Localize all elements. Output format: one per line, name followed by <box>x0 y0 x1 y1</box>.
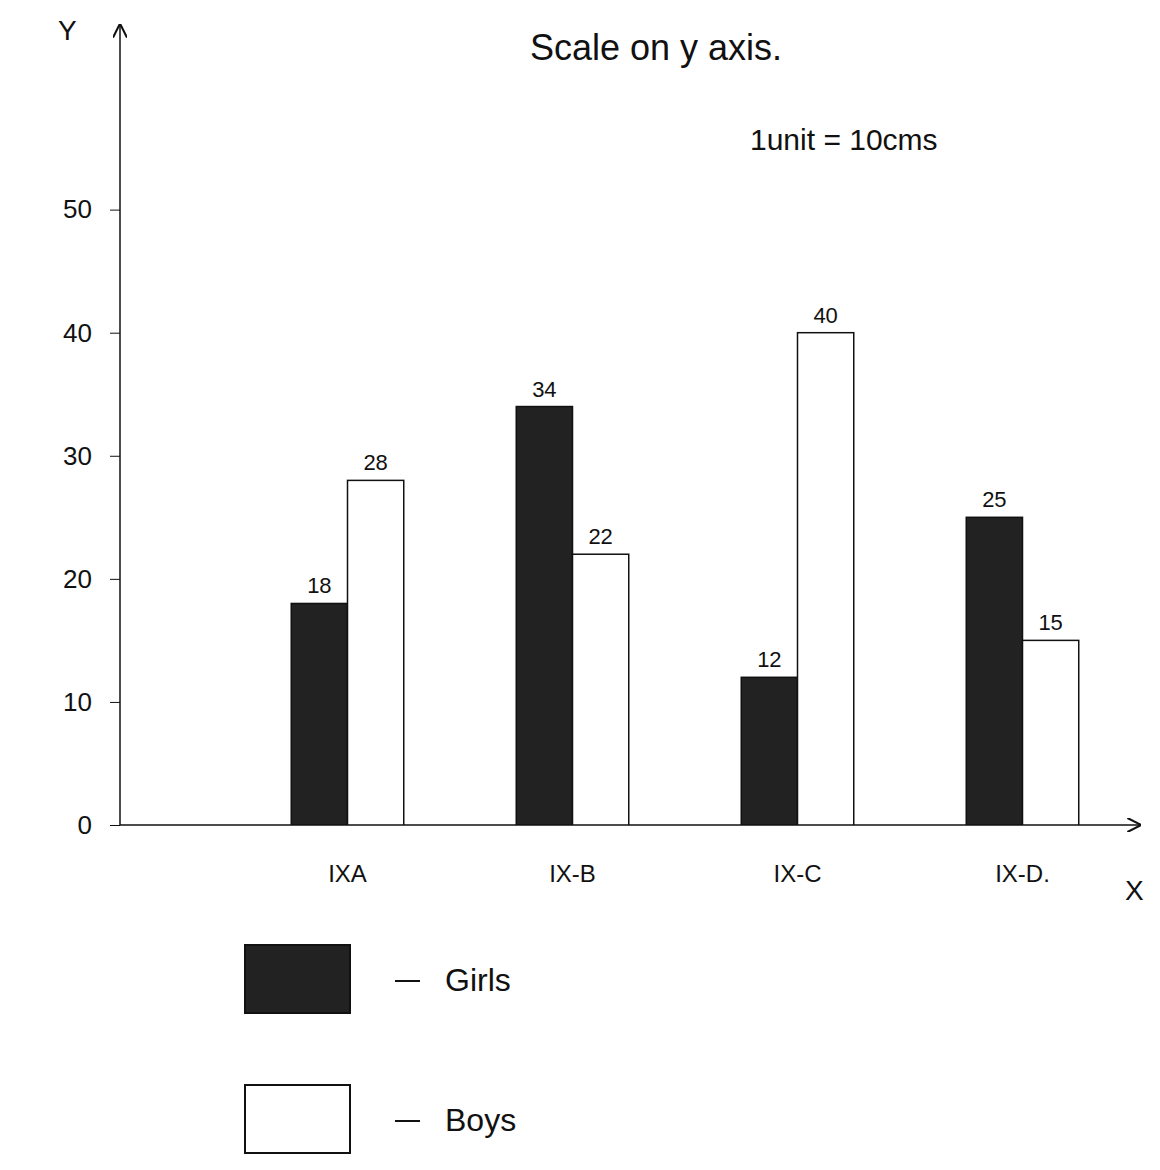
legend-label: Boys <box>445 1102 516 1138</box>
bar <box>573 554 629 825</box>
x-axis-title: X <box>1125 875 1144 906</box>
y-tick-mark <box>110 456 120 457</box>
x-tick: IX-D. <box>995 860 1050 887</box>
bar <box>966 517 1022 825</box>
data-label: 40 <box>813 303 837 328</box>
bar <box>798 333 854 825</box>
y-tick: 50 <box>63 194 120 224</box>
subtitle: 1unit = 10cms <box>750 123 938 156</box>
y-tick-label: 0 <box>78 810 92 840</box>
y-axis: 0 10 20 30 40 50 <box>63 25 120 840</box>
y-tick: 10 <box>63 687 120 717</box>
y-tick: 0 <box>78 810 120 840</box>
y-tick: 40 <box>63 318 120 348</box>
data-label: 15 <box>1038 610 1062 635</box>
y-tick: 30 <box>63 441 120 471</box>
legend-dash <box>395 980 420 982</box>
x-tick: IX-B <box>549 860 596 887</box>
legend-swatch <box>245 945 350 1013</box>
data-label: 25 <box>982 487 1006 512</box>
data-label: 12 <box>757 647 781 672</box>
x-tick-label: IX-B <box>549 860 596 887</box>
data-label: 22 <box>588 524 612 549</box>
y-axis-line <box>119 25 121 825</box>
data-label: 18 <box>307 573 331 598</box>
legend-dash <box>395 1120 420 1122</box>
legend: Girls Boys <box>245 945 516 1153</box>
bars <box>291 333 1079 825</box>
y-tick: 20 <box>63 564 120 594</box>
y-tick-label: 30 <box>63 441 92 471</box>
bar <box>741 677 797 825</box>
y-axis-title: Y <box>58 15 77 46</box>
y-tick-mark <box>110 210 120 211</box>
x-tick-label: IX-D. <box>995 860 1050 887</box>
y-tick-mark <box>110 825 120 826</box>
data-labels: 18 34 12 25 28 22 40 15 <box>307 303 1063 673</box>
bar <box>1023 640 1079 825</box>
x-tick-label: IX-C <box>774 860 822 887</box>
y-tick-mark <box>110 333 120 334</box>
chart: Scale on y axis. 1unit = 10cms 0 10 20 30 40 50… <box>0 0 1160 1170</box>
y-tick-label: 10 <box>63 687 92 717</box>
y-tick-label: 20 <box>63 564 92 594</box>
y-tick-label: 40 <box>63 318 92 348</box>
x-tick: IX-C <box>774 860 822 887</box>
y-tick-mark <box>110 702 120 703</box>
legend-label: Girls <box>445 962 511 998</box>
bar <box>291 603 347 825</box>
bar <box>348 480 404 825</box>
title: Scale on y axis. <box>530 27 782 68</box>
x-axis: IXA IX-B IX-C IX-D. <box>120 825 1140 887</box>
legend-swatch <box>245 1085 350 1153</box>
x-tick: IXA <box>328 860 367 887</box>
data-label: 28 <box>363 450 387 475</box>
y-tick-mark <box>110 579 120 580</box>
bar <box>516 407 572 825</box>
x-tick-label: IXA <box>328 860 367 887</box>
y-tick-label: 50 <box>63 194 92 224</box>
data-label: 34 <box>532 377 556 402</box>
